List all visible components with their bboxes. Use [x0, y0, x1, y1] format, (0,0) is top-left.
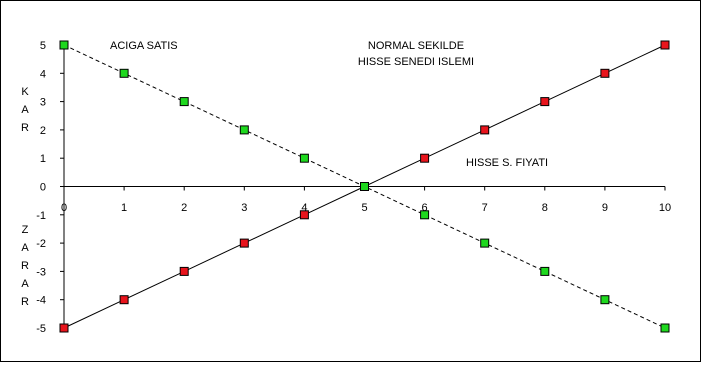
- series-2-point: [299, 153, 309, 163]
- series-1-point: [540, 97, 550, 107]
- series-1-point: [119, 295, 129, 305]
- y-tick-label: 5: [40, 40, 46, 52]
- x-tick-label: 10: [659, 202, 671, 214]
- x-tick-label: 5: [361, 202, 367, 214]
- y-tick-label: 0: [40, 182, 46, 194]
- series-2-point: [179, 97, 189, 107]
- series-2-point: [239, 125, 249, 135]
- series-2-point: [660, 323, 670, 333]
- annotation-normal-line1: NORMAL SEKILDE: [368, 40, 464, 52]
- y-label-profit-letter: K: [21, 86, 29, 98]
- y-tick-label: -4: [36, 295, 46, 307]
- series-1-point: [299, 210, 309, 220]
- y-tick-label: 2: [40, 125, 46, 137]
- series-1-point: [179, 266, 189, 276]
- y-label-loss-letter: A: [21, 278, 29, 290]
- annotation-normal-line2: HISSE SENEDI ISLEMI: [358, 56, 474, 68]
- series-2-point: [480, 238, 490, 248]
- x-axis-title: HISSE S. FIYATI: [466, 157, 548, 169]
- series-1-point: [480, 125, 490, 135]
- y-label-profit: KAR: [21, 86, 29, 134]
- series-2-point: [420, 210, 430, 220]
- series-2-point: [360, 182, 369, 191]
- y-tick-label: 4: [40, 68, 46, 80]
- y-tick-label: -1: [36, 210, 46, 222]
- y-label-profit-letter: A: [21, 104, 29, 116]
- x-tick-label: 7: [482, 202, 488, 214]
- annotation-short-sale: ACIGA SATIS: [110, 40, 178, 52]
- y-tick-label: 3: [40, 97, 46, 109]
- x-tick-label: 8: [542, 202, 548, 214]
- y-label-loss-letter: R: [21, 296, 29, 308]
- x-tick-label: 4: [301, 202, 307, 214]
- x-tick-label: 2: [181, 202, 187, 214]
- x-tick-label: 9: [602, 202, 608, 214]
- series-1-point: [600, 68, 610, 78]
- series-2-point: [600, 295, 610, 305]
- y-tick-labels: 5 4 3 2 1 0 -1 -2 -3 -4 -5: [36, 40, 46, 335]
- y-tick-label: 1: [40, 153, 46, 165]
- series-2-point: [59, 40, 69, 50]
- x-tick-label: 1: [121, 202, 127, 214]
- y-tick-label: -2: [36, 238, 46, 250]
- series-1-point: [239, 238, 249, 248]
- y-tick-label: -5: [36, 323, 46, 335]
- series-markers: [59, 40, 670, 333]
- y-label-loss-letter: A: [21, 242, 29, 254]
- y-tick-label: -3: [36, 266, 46, 278]
- y-label-loss-letter: Z: [22, 224, 29, 236]
- y-label-profit-letter: R: [21, 122, 29, 134]
- series-1-point: [59, 323, 69, 333]
- x-tick-labels: 0 1 2 3 4 5 6 7 8 9 10: [61, 202, 671, 214]
- series-1-point: [420, 153, 430, 163]
- x-tick-label: 3: [241, 202, 247, 214]
- series-2-point: [119, 68, 129, 78]
- x-tick-label: 0: [61, 202, 67, 214]
- y-label-loss-letter: R: [21, 260, 29, 272]
- x-tick-label: 6: [422, 202, 428, 214]
- series-2-point: [540, 266, 550, 276]
- series-1-point: [660, 40, 670, 50]
